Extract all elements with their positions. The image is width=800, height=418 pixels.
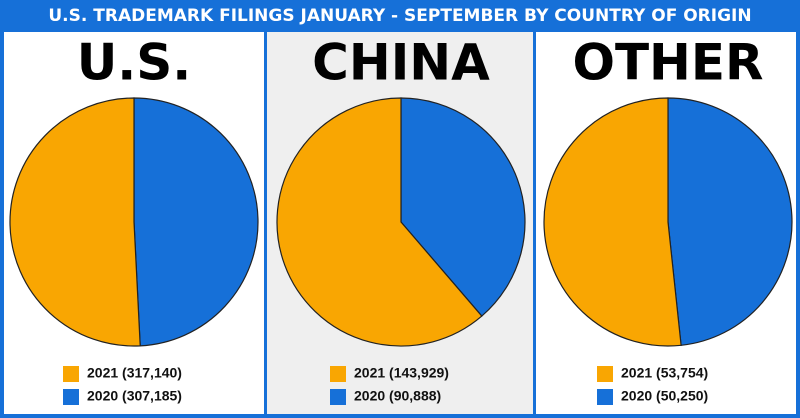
legend-label: 2020 (50,250)	[621, 388, 708, 404]
legend-swatch	[597, 389, 613, 405]
pie-title: OTHER	[572, 34, 763, 92]
pie-slice	[133, 97, 259, 347]
pie-slice	[400, 97, 526, 317]
pie-slice	[667, 97, 793, 346]
legend-swatch	[63, 366, 79, 382]
main-title: U.S. TRADEMARK FILINGS JANUARY - SEPTEMB…	[48, 6, 751, 26]
legend-label: 2021 (53,754)	[621, 365, 708, 381]
pie-title: U.S.	[77, 34, 192, 92]
legend-swatch	[597, 366, 613, 382]
pie-slice	[276, 97, 483, 347]
pie-slice	[543, 97, 682, 347]
pie-slice	[9, 97, 141, 347]
legend-label: 2020 (90,888)	[354, 388, 441, 404]
legend-swatch	[330, 366, 346, 382]
pie-title: CHINA	[312, 34, 490, 92]
legend-swatch	[63, 389, 79, 405]
legend-swatch	[330, 389, 346, 405]
legend-label: 2020 (307,185)	[87, 388, 182, 404]
legend-label: 2021 (143,929)	[354, 365, 449, 381]
legend-label: 2021 (317,140)	[87, 365, 182, 381]
